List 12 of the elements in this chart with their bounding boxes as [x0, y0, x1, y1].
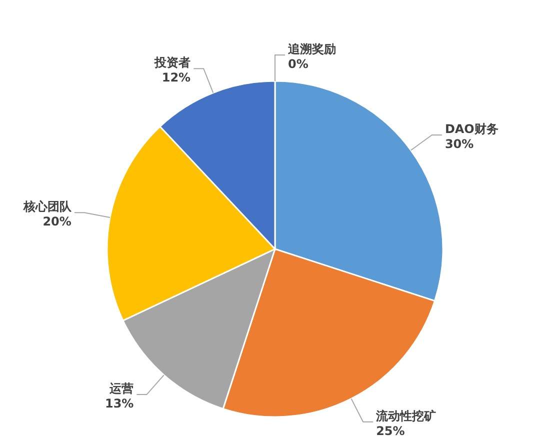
slice-label: 投资者 — [154, 56, 191, 70]
slice-label: 核心团队 — [22, 200, 72, 214]
data-label: 30% — [444, 136, 474, 151]
data-label: 20% — [42, 214, 72, 229]
slice-label: 运营 — [108, 382, 134, 396]
data-label: 12% — [162, 70, 191, 85]
data-label: 25% — [376, 424, 405, 438]
data-label: 13% — [104, 396, 134, 411]
slice-label: 流动性挖矿 — [375, 408, 436, 423]
text: 0% — [288, 57, 308, 71]
category-label: 追溯奖励 — [288, 42, 336, 56]
slice-label: DAO财务 — [444, 122, 498, 136]
